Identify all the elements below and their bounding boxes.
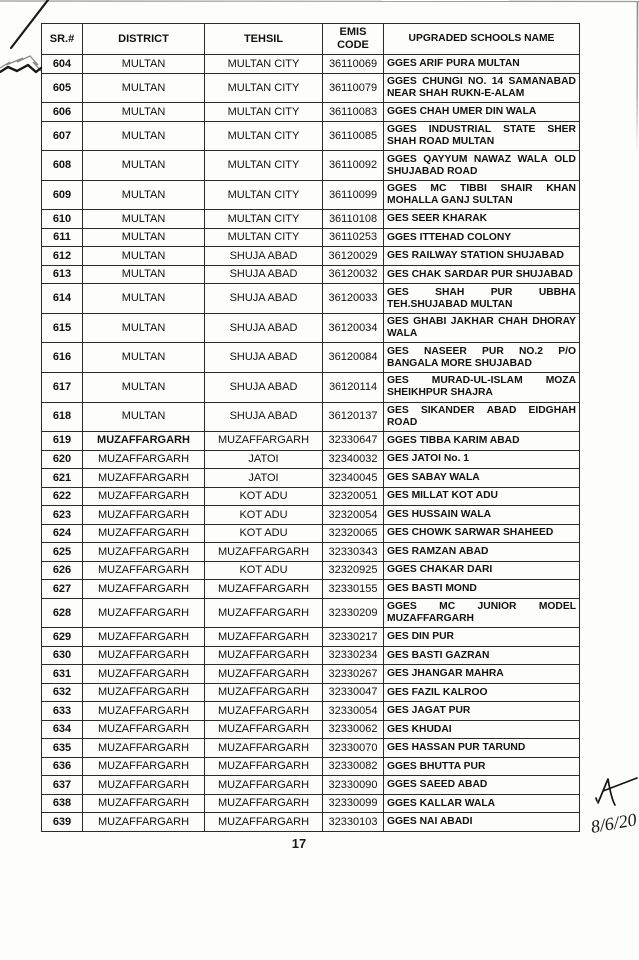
- svg-text:8/6/20: 8/6/20: [589, 809, 638, 837]
